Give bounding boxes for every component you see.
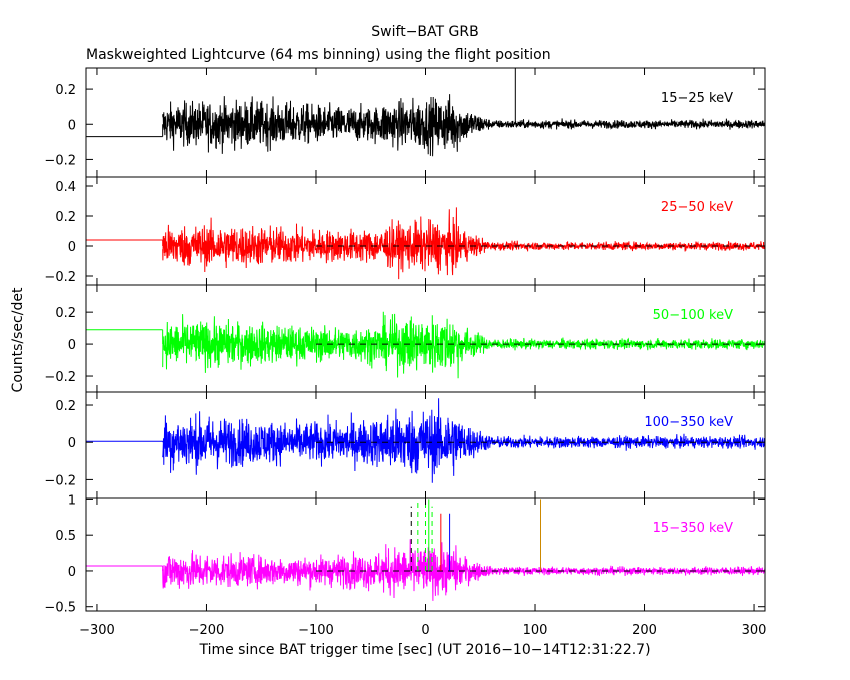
- y-tick-label: 0.2: [55, 306, 76, 321]
- light-curve-path: [162, 539, 765, 601]
- y-tick-label: 0.4: [55, 180, 76, 195]
- light-curve-path: [162, 311, 765, 379]
- y-tick-label: −0.2: [44, 270, 76, 285]
- x-tick-label: −100: [298, 623, 334, 638]
- y-tick-label: 0: [68, 338, 76, 353]
- x-tick-labels: −300 −200 −100 0 100 200 300: [79, 623, 766, 638]
- chart-subtitle: Maskweighted Lightcurve (64 ms binning) …: [86, 47, 551, 63]
- x-axis-label: Time since BAT trigger time [sec] (UT 20…: [198, 642, 650, 658]
- y-axis-label: Counts/sec/det: [10, 287, 26, 392]
- y-tick-label: 1: [68, 493, 76, 508]
- x-tick-label: 200: [632, 623, 657, 638]
- band-label: 50−100 keV: [653, 308, 733, 323]
- series-5: [86, 499, 765, 601]
- panel-1: −0.2 0 0.2 15−25 keV: [44, 67, 766, 178]
- series-4: [86, 398, 765, 483]
- y-tick-label: 0.5: [55, 529, 76, 544]
- band-label: 15−350 keV: [653, 521, 733, 536]
- y-tick-label: −0.2: [44, 153, 76, 168]
- y-tick-label: 0.2: [55, 210, 76, 225]
- x-tick-label: 100: [523, 623, 548, 638]
- series-3: [86, 311, 765, 379]
- panel-4: −0.2 0 0.2 100−350 keV: [44, 391, 766, 499]
- x-tick-label: 0: [421, 623, 429, 638]
- y-tick-label: 0.2: [55, 83, 76, 98]
- panel-2: −0.2 0 0.2 0.4 25−50 keV: [44, 176, 766, 286]
- x-tick-label: −300: [79, 623, 115, 638]
- light-curve-path: [162, 207, 765, 280]
- y-tick-label: −0.5: [44, 601, 76, 616]
- panel-3: −0.2 0 0.2 50−100 keV: [44, 284, 766, 393]
- series-2: [86, 207, 765, 280]
- panel-5: −0.5 0 0.5 1 15−350 keV: [44, 493, 766, 616]
- y-tick-label: 0.2: [55, 399, 76, 414]
- y-tick-label: 0: [68, 565, 76, 580]
- y-tick-label: 0: [68, 118, 76, 133]
- band-label: 100−350 keV: [644, 415, 733, 430]
- y-tick-label: −0.2: [44, 473, 76, 488]
- band-label: 25−50 keV: [661, 200, 733, 215]
- y-tick-label: 0: [68, 436, 76, 451]
- light-curve-path: [162, 94, 765, 157]
- series-1: [86, 68, 765, 157]
- chart-title: Swift−BAT GRB: [371, 24, 478, 40]
- x-tick-label: 300: [742, 623, 767, 638]
- light-curve-path: [162, 398, 765, 483]
- panel-group: −0.200.215−25 keV−0.200.20.425−50 keV−0.…: [44, 67, 766, 616]
- x-tick-label: −200: [189, 623, 225, 638]
- band-label: 15−25 keV: [661, 91, 733, 106]
- y-tick-label: −0.2: [44, 370, 76, 385]
- y-tick-label: 0: [68, 240, 76, 255]
